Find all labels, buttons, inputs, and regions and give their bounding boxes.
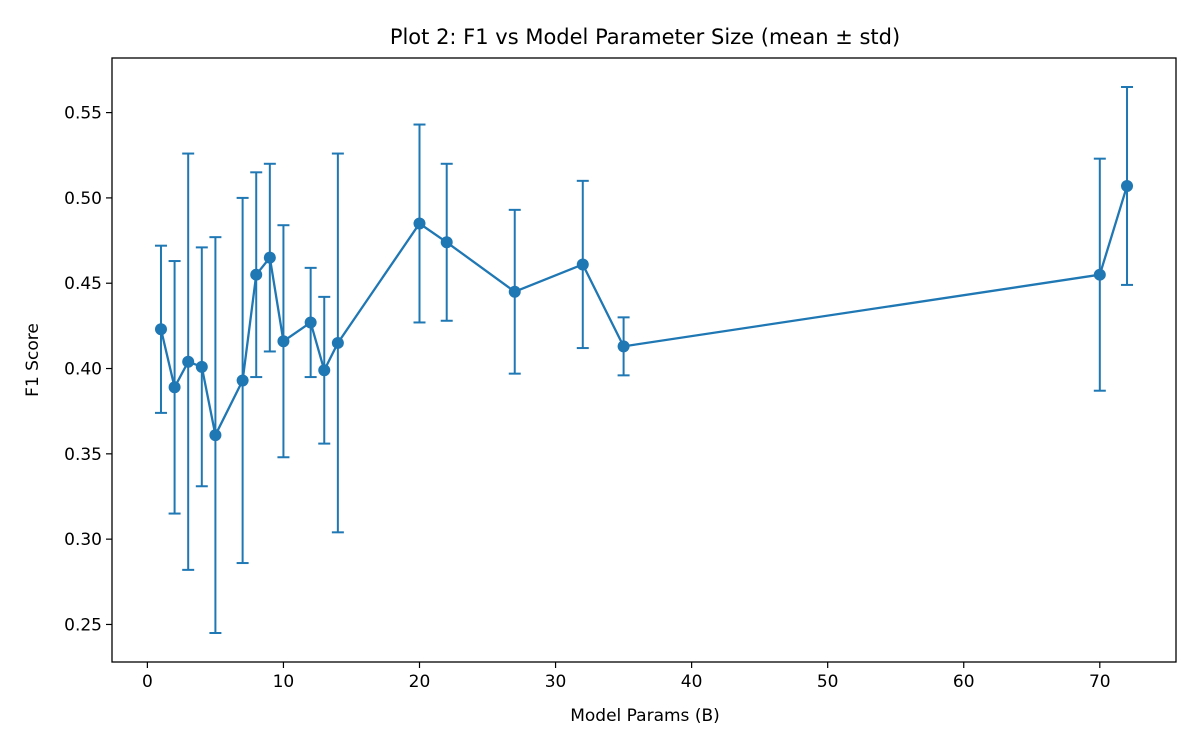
x-tick-label: 10 bbox=[273, 672, 295, 692]
data-point bbox=[304, 316, 317, 329]
data-point bbox=[508, 285, 521, 298]
x-tick-label: 0 bbox=[142, 672, 153, 692]
data-point bbox=[277, 335, 290, 348]
y-tick-label: 0.55 bbox=[64, 104, 102, 124]
y-axis-ticks: 0.25 0.30 0.35 0.40 0.45 0.50 0.55 bbox=[64, 104, 112, 635]
x-tick-label: 50 bbox=[817, 672, 839, 692]
data-point bbox=[617, 340, 630, 353]
data-point bbox=[182, 355, 195, 368]
y-tick-label: 0.45 bbox=[64, 274, 102, 294]
data-point bbox=[1093, 268, 1106, 281]
data-point bbox=[413, 217, 426, 230]
x-tick-label: 40 bbox=[681, 672, 703, 692]
plot-frame bbox=[111, 57, 1177, 663]
x-tick-label: 60 bbox=[953, 672, 975, 692]
y-tick-label: 0.25 bbox=[64, 615, 102, 635]
plot-area bbox=[154, 86, 1134, 634]
y-axis-label: F1 Score bbox=[23, 323, 43, 397]
data-point bbox=[154, 323, 167, 336]
x-tick-label: 20 bbox=[409, 672, 431, 692]
data-point bbox=[331, 336, 344, 349]
data-point bbox=[440, 236, 453, 249]
data-point bbox=[236, 374, 249, 387]
x-axis-ticks: 0 10 20 30 40 50 60 70 bbox=[142, 662, 1111, 692]
data-point bbox=[250, 268, 263, 281]
x-axis-label: Model Params (B) bbox=[570, 706, 720, 726]
data-point bbox=[195, 360, 208, 373]
data-point bbox=[576, 258, 589, 271]
series-line bbox=[159, 185, 1129, 439]
data-point bbox=[1121, 179, 1134, 192]
y-tick-label: 0.35 bbox=[64, 445, 102, 465]
y-tick-label: 0.30 bbox=[64, 530, 102, 550]
data-point bbox=[209, 429, 222, 442]
x-tick-label: 30 bbox=[545, 672, 567, 692]
data-point bbox=[263, 251, 276, 264]
chart-title: Plot 2: F1 vs Model Parameter Size (mean… bbox=[390, 25, 900, 49]
data-point bbox=[318, 364, 331, 377]
x-tick-label: 70 bbox=[1089, 672, 1111, 692]
y-tick-label: 0.40 bbox=[64, 360, 102, 380]
data-point bbox=[168, 381, 181, 394]
y-tick-label: 0.50 bbox=[64, 189, 102, 209]
